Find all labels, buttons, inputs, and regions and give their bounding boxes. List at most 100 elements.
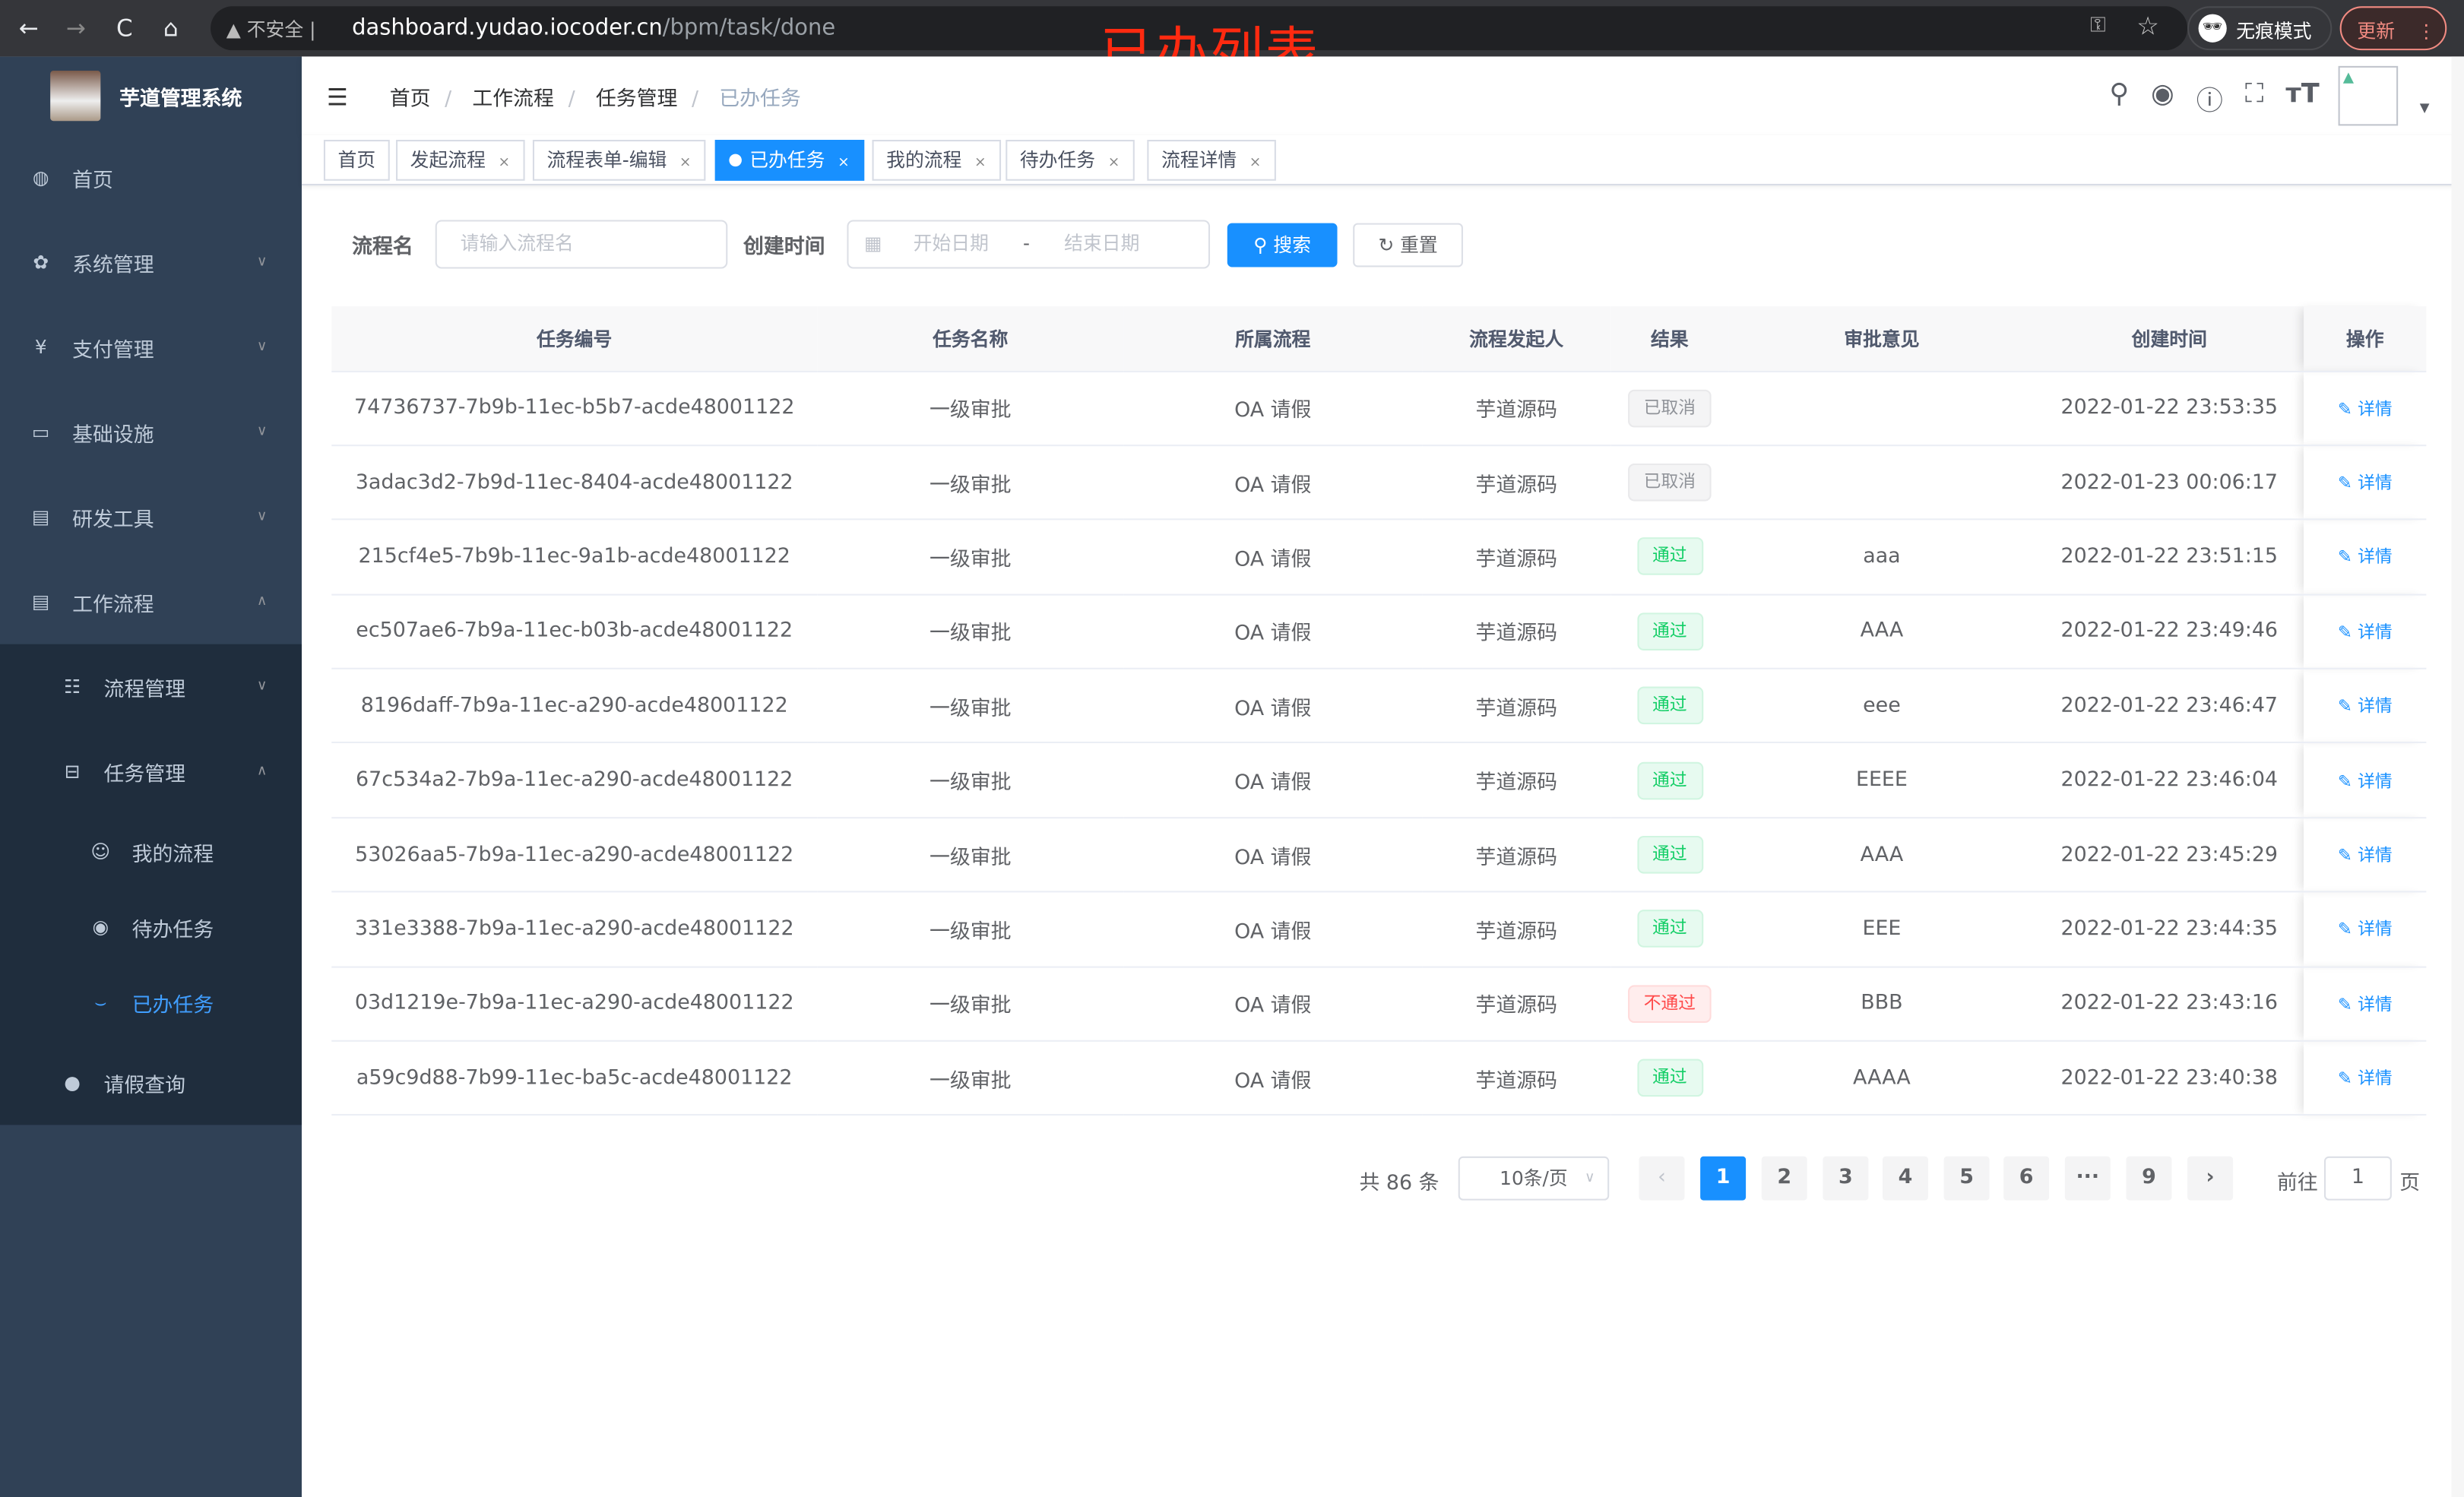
- sidebar-item[interactable]: ☺ 我的流程: [0, 814, 302, 889]
- sidebar-item[interactable]: ▭ 基础设施 ∨: [0, 390, 302, 475]
- font-size-icon[interactable]: тT: [2285, 78, 2320, 110]
- back-icon[interactable]: ←: [18, 14, 39, 43]
- page-button[interactable]: 3: [1823, 1156, 1869, 1201]
- close-icon[interactable]: ×: [974, 155, 987, 172]
- detail-link[interactable]: ✎ 详情: [2338, 919, 2393, 940]
- sidebar-item[interactable]: ◉ 待办任务: [0, 889, 302, 964]
- action-cell: ✎ 详情: [2304, 742, 2427, 818]
- caret-down-icon[interactable]: ▼: [2419, 100, 2430, 115]
- detail-link[interactable]: ✎ 详情: [2338, 1068, 2393, 1089]
- incognito-badge[interactable]: 🕶 无痕模式: [2187, 6, 2333, 51]
- tag-4[interactable]: 我的流程 ×: [872, 140, 1001, 181]
- column-header: 审批意见: [1728, 306, 2035, 372]
- tag-label: 我的流程: [886, 149, 962, 172]
- star-icon[interactable]: ☆: [2136, 11, 2159, 41]
- detail-label: 详情: [2358, 696, 2393, 717]
- fullscreen-icon[interactable]: ⛶: [2244, 78, 2264, 110]
- search-icon[interactable]: ⚲: [2109, 78, 2130, 110]
- tag-5[interactable]: 待办任务 ×: [1006, 140, 1134, 181]
- detail-link[interactable]: ✎ 详情: [2338, 547, 2393, 568]
- tag-2[interactable]: 流程表单-编辑 ×: [532, 140, 706, 181]
- page-button[interactable]: 9: [2126, 1156, 2172, 1201]
- tag-6[interactable]: 流程详情 ×: [1147, 140, 1275, 181]
- next-page-button[interactable]: ›: [2187, 1156, 2234, 1201]
- page-button[interactable]: 1: [1700, 1156, 1747, 1201]
- chevron-down-icon: ∨: [256, 424, 268, 440]
- home-icon[interactable]: ⌂: [163, 14, 179, 43]
- column-header: 流程发起人: [1422, 306, 1611, 372]
- logo[interactable]: 芋道管理系统: [0, 56, 302, 135]
- sidebar-item[interactable]: ⊟ 任务管理 ∧: [0, 729, 302, 814]
- table-cell: 一级审批: [817, 668, 1124, 744]
- page-button[interactable]: ···: [2064, 1156, 2111, 1201]
- key-icon[interactable]: ⚿: [2090, 14, 2106, 38]
- hamburger-icon[interactable]: ☰: [327, 83, 348, 112]
- done-icon: ⌣: [94, 990, 107, 1013]
- detail-link[interactable]: ✎ 详情: [2338, 622, 2393, 642]
- table-cell: 芋道源码: [1422, 1040, 1611, 1116]
- end-date-input[interactable]: 结束日期: [1064, 233, 1140, 255]
- detail-link[interactable]: ✎ 详情: [2338, 399, 2393, 419]
- sidebar-item[interactable]: ¥ 支付管理 ∨: [0, 305, 302, 390]
- url-host: dashboard.yudao.iocoder.cn: [352, 15, 663, 41]
- address-bar[interactable]: ▲ 不安全 | dashboard.yudao.iocoder.cn/bpm/t…: [211, 6, 2188, 51]
- detail-link[interactable]: ✎ 详情: [2338, 994, 2393, 1014]
- process-name-input[interactable]: 请输入流程名: [435, 220, 728, 269]
- sidebar-item[interactable]: ▤ 研发工具 ∨: [0, 474, 302, 559]
- sidebar-item[interactable]: ● 请假查询: [0, 1040, 302, 1125]
- close-icon[interactable]: ×: [498, 155, 511, 172]
- tag-1[interactable]: 发起流程 ×: [396, 140, 524, 181]
- goto-page-input[interactable]: 1: [2323, 1156, 2392, 1201]
- chevron-down-icon: ∨: [256, 254, 268, 271]
- detail-link[interactable]: ✎ 详情: [2338, 845, 2393, 866]
- table-cell: OA 请假: [1123, 891, 1423, 967]
- start-date-input[interactable]: 开始日期: [913, 233, 989, 255]
- reload-icon[interactable]: C: [116, 14, 133, 43]
- help-icon[interactable]: ⓘ: [2196, 86, 2223, 119]
- search-button[interactable]: ⚲ 搜索: [1227, 223, 1338, 267]
- reset-button[interactable]: ↻ 重置: [1353, 223, 1463, 267]
- date-range-picker[interactable]: ▦ 开始日期 - 结束日期: [847, 220, 1211, 269]
- edit-icon: ✎: [2337, 622, 2352, 643]
- table-row: 3adac3d2-7b9d-11ec-8404-acde48001122 一级审批…: [331, 445, 2427, 521]
- sidebar-item[interactable]: ▤ 工作流程 ∧: [0, 559, 302, 644]
- breadcrumb-item[interactable]: 首页: [389, 87, 431, 112]
- column-header: 操作: [2304, 306, 2427, 372]
- forward-icon[interactable]: →: [65, 14, 86, 43]
- search-label: 搜索: [1273, 234, 1312, 257]
- tag-3[interactable]: 已办任务 ×: [714, 140, 864, 181]
- close-icon[interactable]: ×: [1107, 155, 1120, 172]
- list-icon: ☷: [63, 676, 81, 698]
- detail-link[interactable]: ✎ 详情: [2338, 771, 2393, 791]
- page-button[interactable]: 4: [1882, 1156, 1928, 1201]
- close-icon[interactable]: ×: [679, 155, 692, 172]
- page-button[interactable]: 2: [1761, 1156, 1807, 1201]
- tree-icon: ⊟: [64, 760, 81, 783]
- prev-page-button[interactable]: ‹: [1639, 1156, 1685, 1201]
- close-icon[interactable]: ×: [838, 155, 850, 172]
- update-button[interactable]: 更新 ⋮: [2339, 6, 2447, 51]
- sidebar-item-label: 请假查询: [103, 1074, 186, 1098]
- page-size-select[interactable]: 10条/页 ∨: [1458, 1156, 1610, 1201]
- breadcrumb: 首页 / 工作流程 / 任务管理 / 已办任务: [389, 87, 801, 112]
- scrollbar[interactable]: [2451, 56, 2464, 1497]
- table-cell: OA 请假: [1123, 966, 1423, 1042]
- close-icon[interactable]: ×: [1249, 155, 1262, 172]
- detail-link[interactable]: ✎ 详情: [2338, 696, 2393, 717]
- sidebar-item[interactable]: ☷ 流程管理 ∨: [0, 644, 302, 730]
- sidebar-item-active[interactable]: ⌣ 已办任务: [0, 965, 302, 1040]
- tag-0[interactable]: 首页: [323, 140, 390, 181]
- table-cell: OA 请假: [1123, 593, 1423, 669]
- avatar[interactable]: ▲: [2338, 65, 2399, 126]
- page-button[interactable]: 5: [1943, 1156, 1990, 1201]
- search-form: 流程名 请输入流程名 创建时间 ▦ 开始日期 - 结束日期 ⚲ 搜索 ↻ 重置: [352, 220, 1924, 269]
- security-warning[interactable]: ▲ 不安全 |: [226, 18, 316, 41]
- result-cell: 不通过: [1610, 966, 1729, 1042]
- sidebar-item[interactable]: ✿ 系统管理 ∨: [0, 220, 302, 305]
- detail-link[interactable]: ✎ 详情: [2338, 473, 2393, 494]
- refresh-icon: ↻: [1378, 234, 1395, 257]
- page-button[interactable]: 6: [2003, 1156, 2050, 1201]
- github-icon[interactable]: ◉: [2151, 78, 2174, 110]
- action-cell: ✎ 详情: [2304, 891, 2427, 967]
- sidebar-item[interactable]: ◍ 首页: [0, 135, 302, 220]
